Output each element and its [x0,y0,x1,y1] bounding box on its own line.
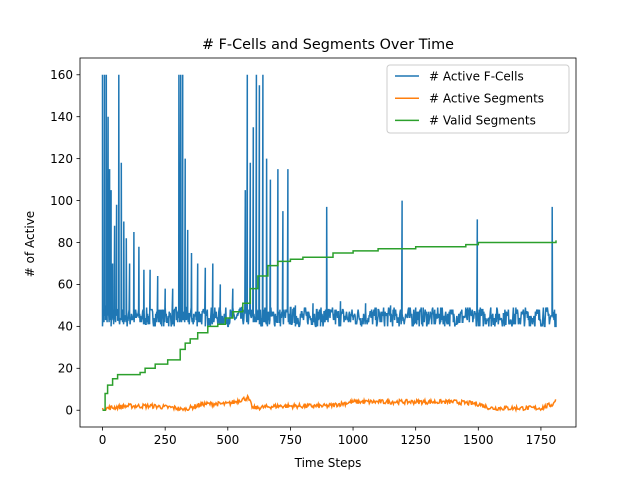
series-line-active-segments [101,393,557,413]
y-tick-label: 140 [50,110,73,124]
legend: # Active F-Cells # Active Segments # Valid… [386,64,570,134]
series-line-active-f-cells [101,74,557,328]
x-tick-label: 500 [216,433,239,447]
y-tick-label: 120 [50,152,73,166]
legend-box [386,64,570,134]
x-tick-label: 1750 [526,433,557,447]
x-tick-label: 1000 [338,433,369,447]
x-tick-label: 750 [279,433,302,447]
y-tick-label: 0 [65,404,73,418]
x-tick-label: 1500 [463,433,494,447]
legend-label: # Active Segments [429,92,544,106]
y-tick-label: 80 [58,236,73,250]
y-axis-label: # of Active [23,211,37,277]
x-tick-label: 250 [154,433,177,447]
x-axis-label: Time Steps [294,456,362,470]
x-tick-label: 1250 [400,433,431,447]
y-tick-label: 160 [50,68,73,82]
plot-area: 0 250 500 750 1000 1250 1500 1750 0 20 40 60 80 100 12… [50,57,577,447]
x-tick-label: 0 [99,433,107,447]
y-tick-label: 60 [58,278,73,292]
legend-label: # Valid Segments [429,114,536,128]
y-tick-label: 40 [58,320,73,334]
chart-title: # F-Cells and Segments Over Time [202,37,454,53]
legend-label: # Active F-Cells [429,69,524,83]
series-line-valid-segments [102,240,557,411]
y-tick-label: 100 [50,194,73,208]
y-tick-label: 20 [58,362,73,376]
